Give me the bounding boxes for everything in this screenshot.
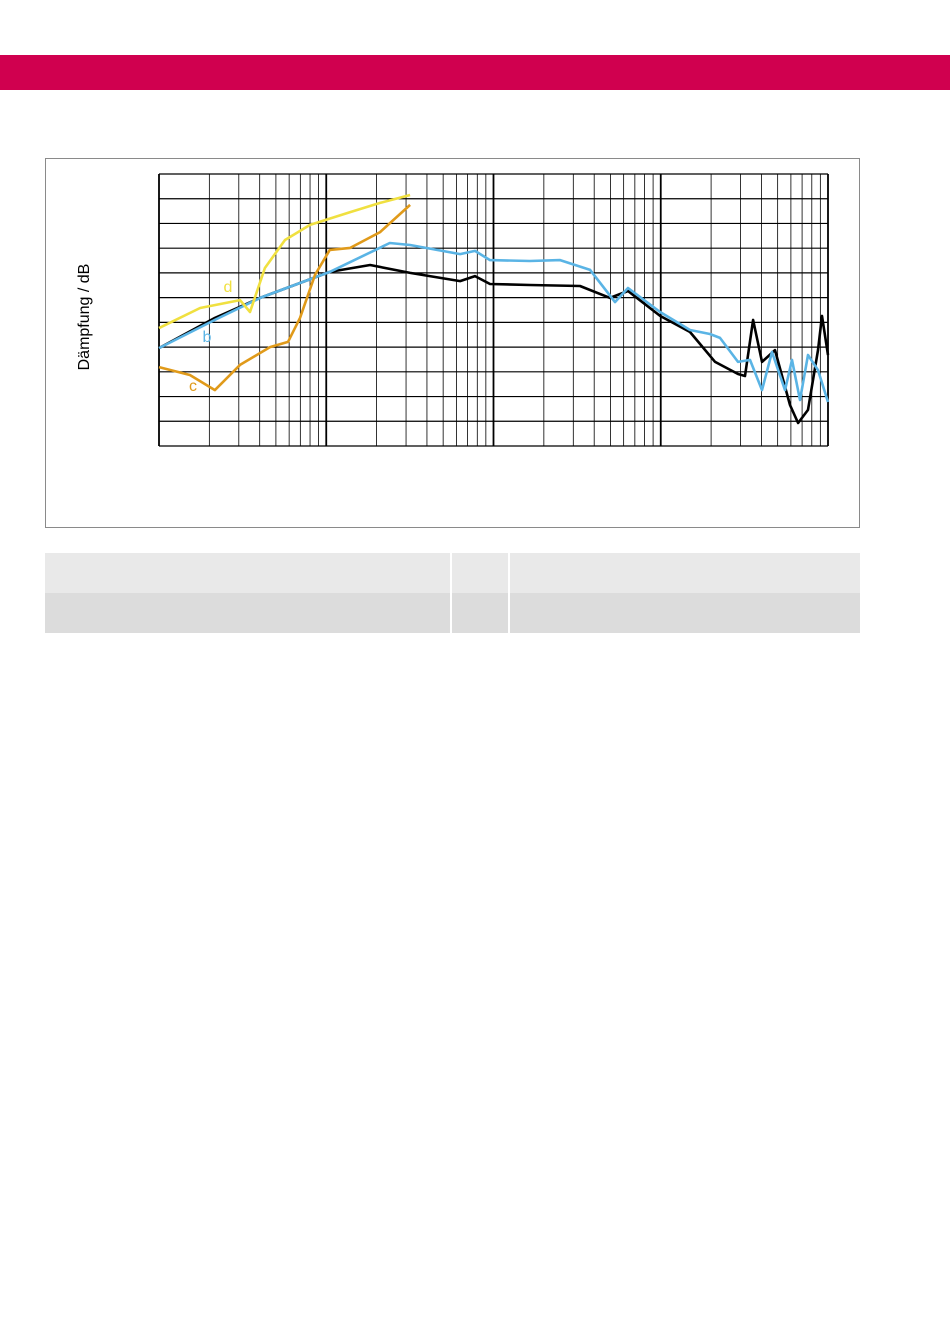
series-label: b: [203, 329, 212, 346]
table-row: [45, 553, 860, 593]
cell: [452, 553, 510, 593]
cell: [45, 593, 452, 633]
series-label: c: [189, 378, 197, 395]
series-label: d: [224, 279, 233, 296]
series-line: [158, 263, 830, 425]
cell: [452, 593, 510, 633]
header-band: [0, 55, 950, 90]
table-row: [45, 593, 860, 633]
chart-frame: [45, 158, 860, 528]
series-line: [158, 193, 411, 330]
series-line: [158, 203, 411, 392]
series-line: [158, 241, 830, 403]
table: [45, 553, 860, 633]
y-axis-label: Dämpfung / dB: [76, 264, 93, 371]
cell: [45, 553, 452, 593]
